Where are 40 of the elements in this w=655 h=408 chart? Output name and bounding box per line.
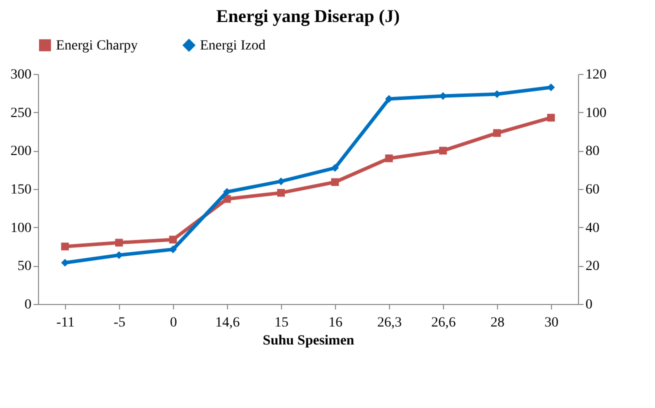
x-tick-label: 16: [328, 316, 342, 330]
x-tick-label: 0: [170, 316, 177, 330]
y-tick-label: 50: [18, 259, 32, 274]
y2-tick-label: 120: [586, 68, 606, 82]
x-tick-label: -5: [114, 316, 126, 330]
y2-tick-label: 40: [586, 220, 600, 236]
y2-tick-label: 100: [586, 106, 606, 121]
point: [547, 114, 555, 122]
x-axis-title: Suhu Spesimen: [262, 334, 354, 348]
x-tick-label: 15: [274, 316, 288, 330]
x-tick-label: 30: [544, 316, 558, 330]
point: [277, 177, 285, 186]
x-tick-label: 26,3: [377, 316, 402, 330]
point: [223, 188, 231, 196]
point: [169, 236, 177, 244]
y2-tick-label: 60: [586, 182, 600, 198]
point: [439, 146, 447, 155]
point: [331, 164, 339, 172]
point: [331, 178, 339, 186]
y-tick-label: 250: [10, 106, 32, 121]
y2-tick-label: 20: [586, 259, 600, 274]
y2-tick-label: 80: [586, 144, 600, 160]
chart-title: Energi yang Diserap (J): [216, 6, 400, 26]
point: [493, 129, 501, 137]
point: [385, 154, 393, 162]
point: [61, 242, 69, 250]
y2-tick-label: 0: [586, 298, 592, 312]
y-tick-label: 150: [10, 182, 32, 198]
y-tick-label: 200: [10, 144, 32, 160]
y-tick-label: 100: [10, 220, 32, 236]
x-tick-label: 14,6: [215, 316, 240, 330]
x-tick-label: -11: [56, 316, 75, 330]
legend-label: Energi Charpy: [56, 38, 138, 54]
legend-label: Energi Izod: [200, 38, 266, 54]
y-tick-label: 0: [24, 298, 32, 312]
x-tick-label: 28: [490, 316, 504, 330]
x-tick-label: 26,6: [431, 316, 456, 330]
point: [277, 188, 285, 197]
y-tick-label: 300: [10, 68, 32, 82]
point: [115, 238, 123, 247]
